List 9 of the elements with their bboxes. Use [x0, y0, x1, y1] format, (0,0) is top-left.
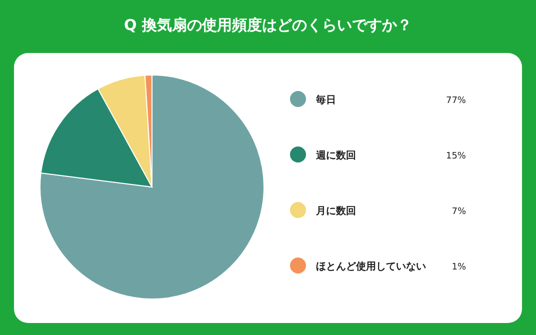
legend-label: 月に数回 — [315, 205, 356, 217]
legend-label: 週に数回 — [315, 150, 356, 162]
legend-label: 毎日 — [315, 94, 336, 106]
data-label: 7% — [452, 207, 466, 217]
chart-title: Q 換気扇の使用頻度はどのくらいですか？ — [124, 16, 412, 34]
data-label: 1% — [452, 262, 466, 272]
data-label: 77% — [446, 96, 466, 106]
data-label: 15% — [446, 152, 466, 162]
legend-label: ほとんど使用していない — [316, 260, 426, 272]
